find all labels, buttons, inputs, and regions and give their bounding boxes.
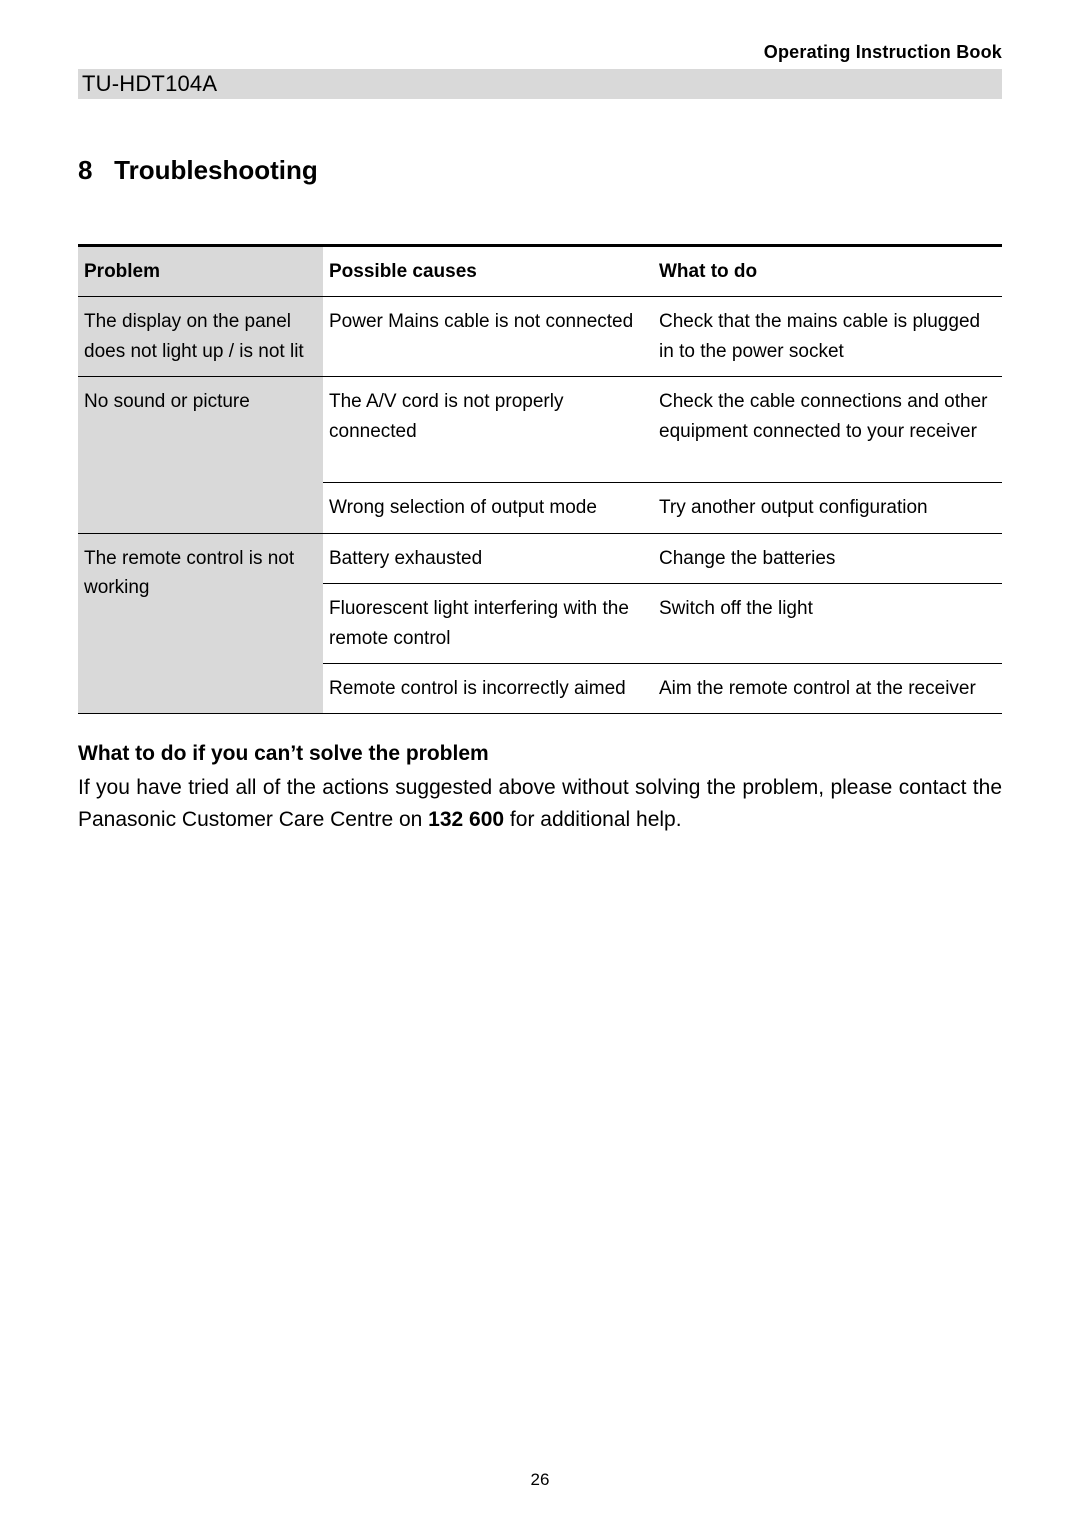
header-right: Operating Instruction Book [78, 42, 1002, 63]
cell-problem: The remote control is not working [78, 533, 323, 714]
page-container: Operating Instruction Book TU-HDT104A 8 … [0, 0, 1080, 1528]
cell-cause: The A/V cord is not properly connected [323, 377, 653, 483]
cell-action: Change the batteries [653, 533, 1002, 583]
cell-cause: Battery exhausted [323, 533, 653, 583]
header-causes: Possible causes [323, 246, 653, 297]
closing-text: If you have tried all of the actions sug… [78, 772, 1002, 835]
section-number: 8 [78, 155, 92, 185]
closing-heading: What to do if you can’t solve the proble… [78, 742, 1002, 766]
closing-bold: 132 600 [428, 808, 504, 831]
cell-cause: Wrong selection of output mode [323, 483, 653, 533]
table-row: The display on the panel does not light … [78, 297, 1002, 377]
cell-action: Aim the remote control at the receiver [653, 663, 1002, 713]
model-bar: TU-HDT104A [78, 69, 1002, 99]
table-header-row: Problem Possible causes What to do [78, 246, 1002, 297]
header-problem: Problem [78, 246, 323, 297]
cell-problem: No sound or picture [78, 377, 323, 533]
closing-text-after: for additional help. [504, 808, 681, 831]
page-number: 26 [0, 1470, 1080, 1490]
section-title: 8 Troubleshooting [78, 155, 1002, 186]
cell-cause: Power Mains cable is not connected [323, 297, 653, 377]
table-row: The remote control is not working Batter… [78, 533, 1002, 583]
cell-action: Check the cable connections and other eq… [653, 377, 1002, 483]
cell-action: Switch off the light [653, 584, 1002, 664]
section-heading: Troubleshooting [114, 155, 318, 185]
cell-problem: The display on the panel does not light … [78, 297, 323, 377]
cell-cause: Fluorescent light interfering with the r… [323, 584, 653, 664]
table-row: No sound or picture The A/V cord is not … [78, 377, 1002, 483]
cell-action: Try another output configuration [653, 483, 1002, 533]
header-action: What to do [653, 246, 1002, 297]
cell-action: Check that the mains cable is plugged in… [653, 297, 1002, 377]
cell-cause: Remote control is incorrectly aimed [323, 663, 653, 713]
troubleshooting-table: Problem Possible causes What to do The d… [78, 244, 1002, 714]
